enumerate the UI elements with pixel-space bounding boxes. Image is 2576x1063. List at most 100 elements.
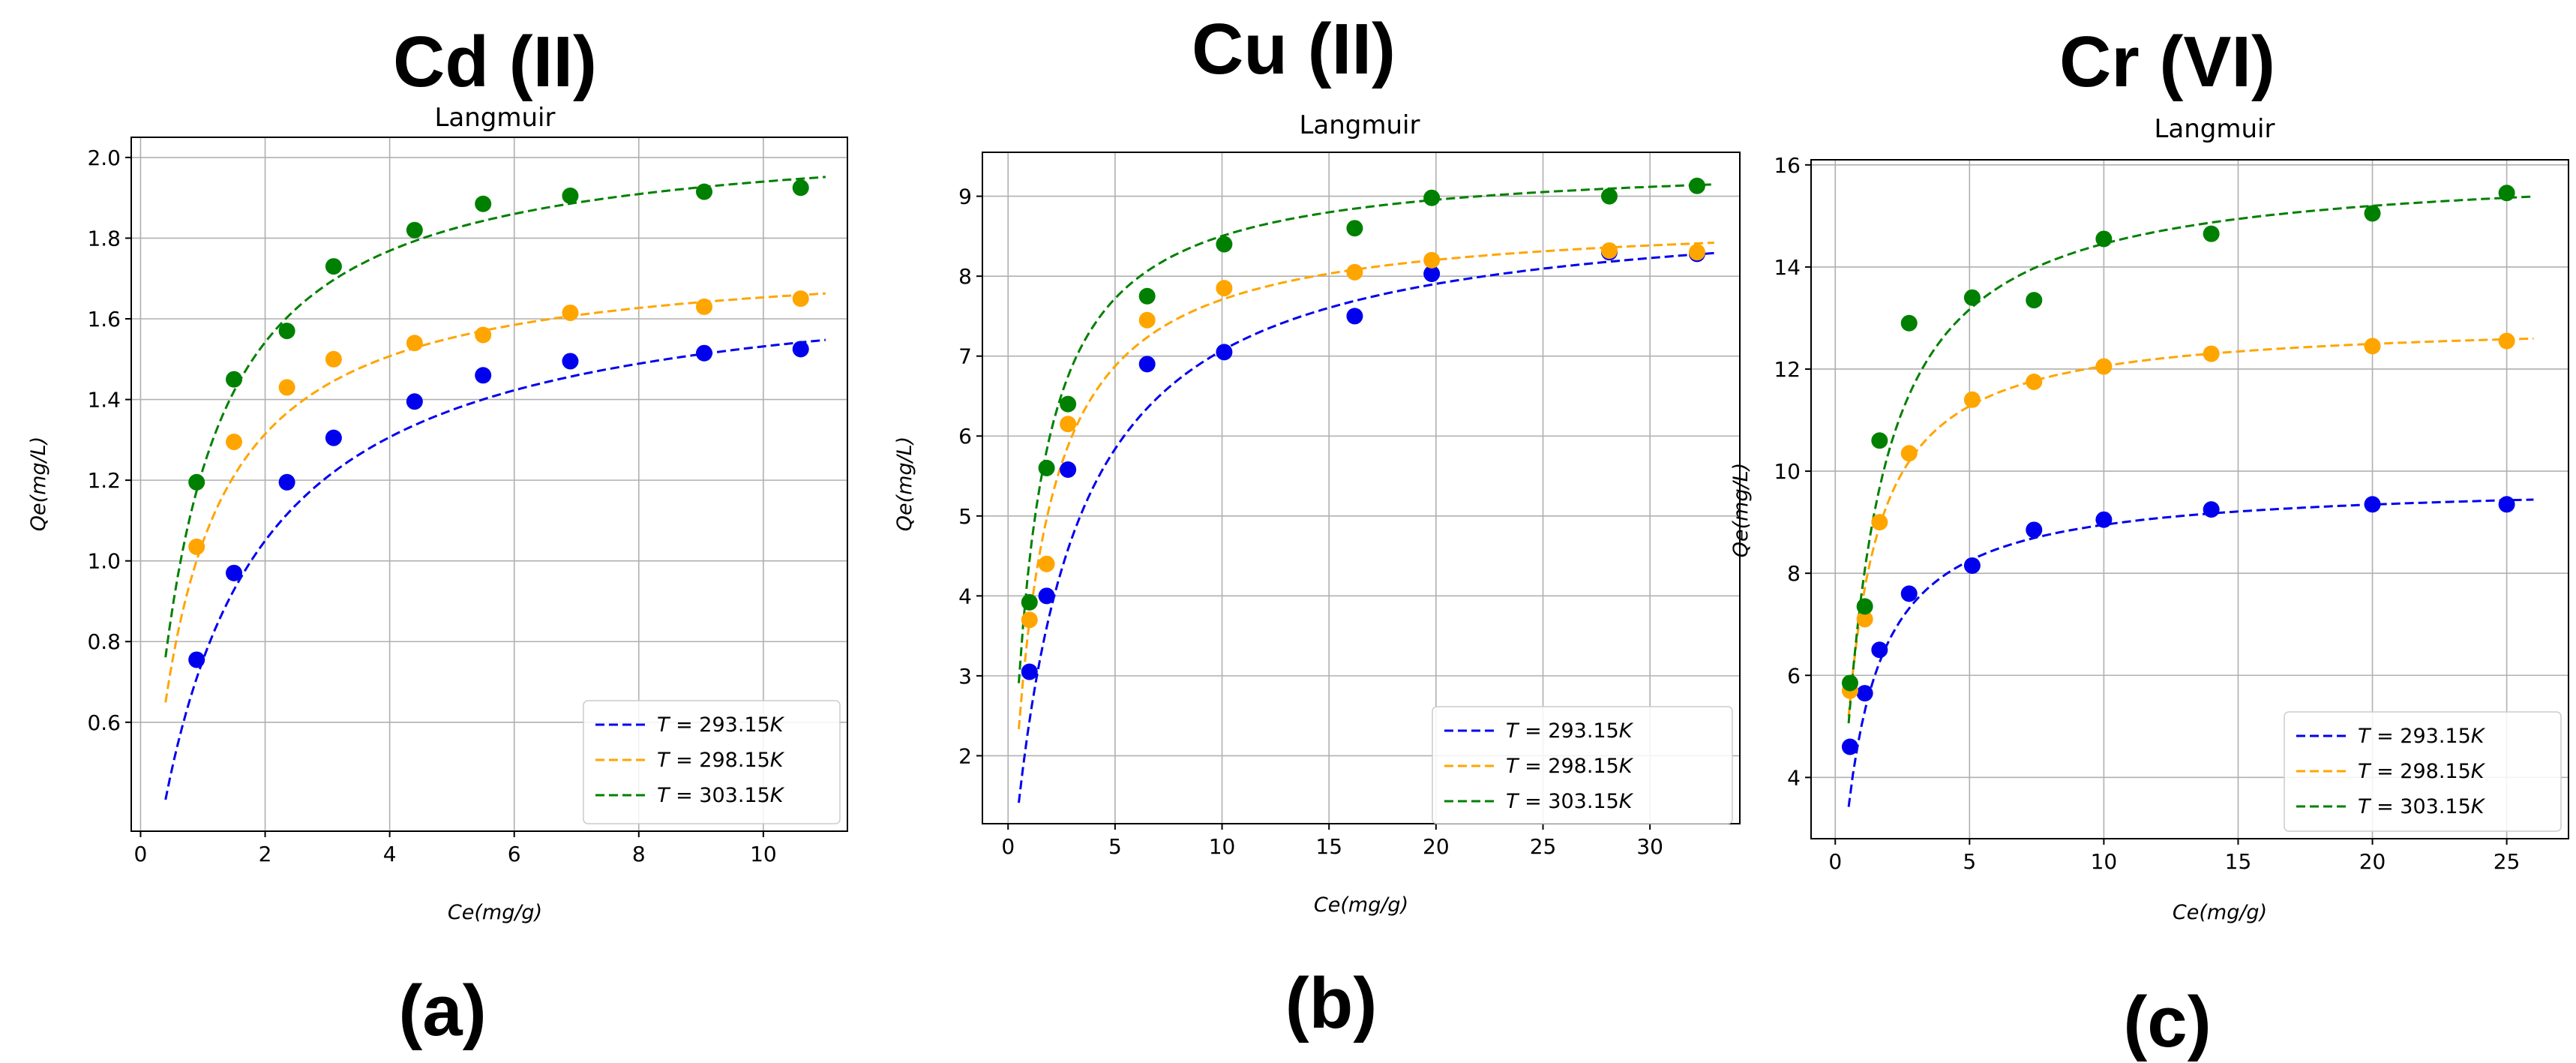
x-tick-label: 4: [383, 842, 397, 866]
legend-label-series-2: T = 303.15K: [657, 784, 785, 807]
data-point-series-2: [1038, 459, 1055, 476]
data-point-series-2: [2203, 225, 2220, 242]
y-tick-label: 10: [1774, 459, 1801, 484]
data-point-series-1: [1900, 445, 1918, 462]
data-point-series-2: [1138, 287, 1156, 305]
legend-label-series-1: T = 298.15K: [657, 749, 785, 772]
data-point-series-2: [2026, 292, 2043, 309]
fit-line-series-1: [164, 292, 826, 703]
y-tick-label: 6: [958, 424, 972, 449]
data-point-series-0: [1138, 356, 1156, 373]
data-point-series-1: [2364, 338, 2381, 355]
legend-label-series-0: T = 293.15K: [657, 713, 785, 737]
data-point-series-2: [1856, 598, 1873, 615]
plot-frame: [1810, 159, 2569, 839]
data-point-series-1: [1021, 611, 1038, 629]
data-point-series-0: [2026, 521, 2043, 539]
metal-title: Cu (II): [1192, 9, 1396, 89]
data-point-series-2: [1346, 220, 1363, 237]
x-tick-label: 10: [1209, 834, 1236, 859]
y-tick-label: 4: [1787, 765, 1801, 790]
data-point-series-1: [1346, 263, 1363, 281]
legend-label-series-1: T = 298.15K: [2358, 760, 2486, 783]
x-tick-label: 30: [1636, 834, 1663, 859]
data-point-series-1: [2203, 345, 2220, 362]
fit-line-series-1: [1847, 337, 2534, 717]
data-point-series-0: [1216, 344, 1233, 361]
y-tick-label: 7: [958, 344, 972, 369]
x-axis-label: Ce(mg/g): [2173, 901, 2267, 924]
data-point-series-2: [1216, 236, 1233, 253]
y-tick-label: 1.0: [87, 549, 121, 574]
fit-line-series-2: [1847, 195, 2534, 724]
panel-label: (c): [2123, 982, 2211, 1062]
y-tick-label: 0.6: [87, 710, 121, 735]
data-point-series-0: [1038, 587, 1055, 605]
y-tick-label: 1.4: [87, 388, 121, 413]
y-axis-label: Qe(mg/L): [1729, 463, 1753, 558]
data-point-series-0: [2203, 501, 2220, 518]
data-point-series-2: [226, 371, 243, 388]
panel-label: (b): [1285, 963, 1378, 1043]
data-point-series-2: [1060, 395, 1077, 413]
data-point-series-0: [475, 367, 492, 384]
data-point-series-1: [1963, 391, 1981, 408]
y-axis-label: Qe(mg/L): [893, 437, 916, 532]
y-tick-label: 6: [1787, 663, 1801, 688]
y-tick-label: 5: [958, 504, 972, 529]
data-point-series-2: [278, 323, 295, 340]
data-point-series-2: [1423, 189, 1441, 206]
data-point-series-1: [562, 304, 579, 321]
x-tick-label: 20: [2359, 849, 2386, 874]
data-point-series-0: [1841, 738, 1858, 755]
x-tick-label: 8: [632, 842, 646, 866]
plot-title: Langmuir: [2154, 114, 2275, 144]
data-point-series-0: [406, 393, 423, 410]
data-point-series-1: [2498, 332, 2515, 350]
y-tick-label: 0.8: [87, 629, 121, 654]
x-tick-label: 25: [2494, 849, 2521, 874]
x-tick-label: 2: [259, 842, 272, 866]
data-point-series-2: [1871, 432, 1888, 449]
metal-title: Cr (VI): [2059, 22, 2275, 102]
data-point-series-2: [1688, 177, 1705, 194]
y-tick-label: 1.2: [87, 468, 121, 493]
y-tick-label: 14: [1774, 255, 1801, 280]
fit-line-series-2: [164, 176, 826, 658]
x-tick-label: 6: [508, 842, 521, 866]
fit-line-series-0: [1018, 251, 1714, 803]
x-tick-label: 5: [1963, 849, 1976, 874]
legend-label-series-0: T = 293.15K: [1506, 719, 1634, 743]
y-tick-label: 9: [958, 185, 972, 209]
data-point-series-0: [188, 651, 205, 668]
data-point-series-1: [1038, 555, 1055, 572]
plot-title: Langmuir: [434, 103, 555, 133]
data-point-series-1: [1423, 251, 1441, 269]
x-tick-label: 10: [750, 842, 777, 866]
data-point-series-2: [1963, 289, 1981, 306]
x-tick-label: 15: [2225, 849, 2252, 874]
y-tick-label: 2.0: [87, 146, 121, 170]
y-tick-label: 16: [1774, 153, 1801, 178]
legend-label-series-1: T = 298.15K: [1506, 755, 1634, 778]
data-point-series-0: [1346, 308, 1363, 325]
data-point-series-0: [1900, 585, 1918, 602]
x-tick-label: 0: [1001, 834, 1015, 859]
legend-box: [1432, 706, 1733, 824]
legend-label-series-0: T = 293.15K: [2358, 725, 2486, 748]
data-point-series-2: [325, 258, 342, 275]
x-tick-label: 15: [1315, 834, 1342, 859]
data-point-series-2: [1600, 188, 1618, 205]
x-tick-label: 25: [1530, 834, 1557, 859]
data-point-series-0: [2095, 511, 2113, 528]
data-point-series-0: [2364, 496, 2381, 513]
plot-frame: [130, 137, 848, 832]
y-tick-label: 12: [1774, 357, 1801, 382]
x-tick-label: 0: [134, 842, 148, 866]
data-point-series-1: [325, 350, 342, 368]
plot-title: Langmuir: [1299, 110, 1420, 140]
data-point-series-0: [1963, 557, 1981, 574]
data-point-series-2: [1841, 674, 1858, 692]
